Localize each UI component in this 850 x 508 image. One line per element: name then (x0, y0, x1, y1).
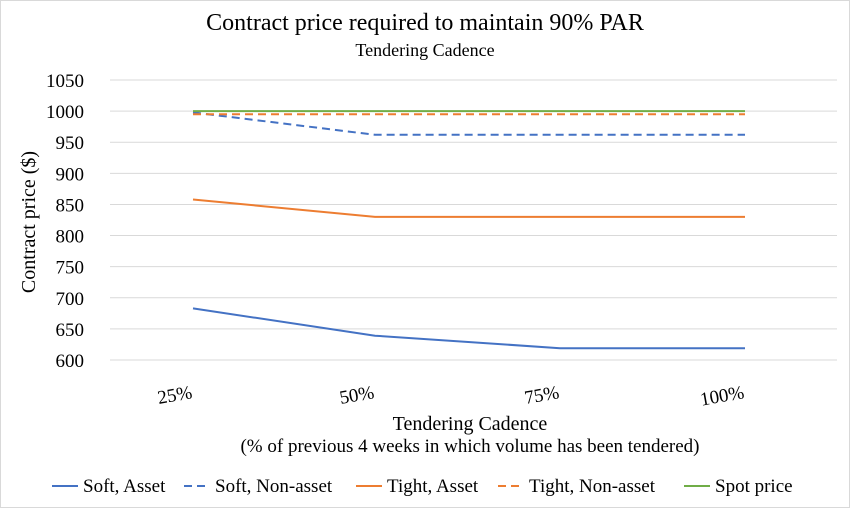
x-tick-label: 100% (699, 382, 746, 410)
x-axis-tick-labels: 25% 50% 75% 100% (156, 382, 746, 410)
y-tick-label: 850 (56, 195, 85, 216)
x-axis-label-note: (% of previous 4 weeks in which volume h… (240, 436, 699, 457)
x-tick-label: 25% (156, 382, 194, 409)
chart-subtitle: Tendering Cadence (355, 40, 494, 60)
x-tick-label: 75% (523, 382, 561, 409)
legend-label: Spot price (715, 476, 793, 497)
series-line (192, 198, 745, 218)
x-axis-label: Tendering Cadence (393, 413, 548, 435)
legend-label: Soft, Non-asset (215, 476, 333, 497)
legend: Soft, Asset Soft, Non-asset Tight, Asset Ti… (52, 476, 793, 497)
y-tick-label: 950 (56, 133, 85, 154)
series-lines (192, 110, 745, 350)
y-tick-label: 700 (56, 289, 85, 310)
y-axis-label: Contract price ($) (18, 151, 40, 293)
series-line (192, 111, 745, 136)
y-tick-label: 750 (56, 258, 85, 279)
gridlines (110, 79, 837, 361)
legend-label: Tight, Asset (387, 476, 479, 497)
x-tick-label: 50% (338, 382, 376, 409)
legend-label: Soft, Asset (83, 476, 166, 497)
y-tick-label: 600 (56, 351, 85, 372)
y-tick-label: 900 (56, 164, 85, 185)
legend-label: Tight, Non-asset (529, 476, 656, 497)
y-tick-label: 1000 (46, 102, 84, 123)
y-tick-label: 800 (56, 227, 85, 248)
y-tick-label: 1050 (46, 71, 84, 92)
y-tick-label: 650 (56, 320, 85, 341)
y-axis-tick-labels: 1050 1000 950 900 850 800 750 700 650 600 (46, 71, 84, 372)
series-line (192, 307, 745, 350)
chart-title: Contract price required to maintain 90% … (206, 10, 644, 36)
